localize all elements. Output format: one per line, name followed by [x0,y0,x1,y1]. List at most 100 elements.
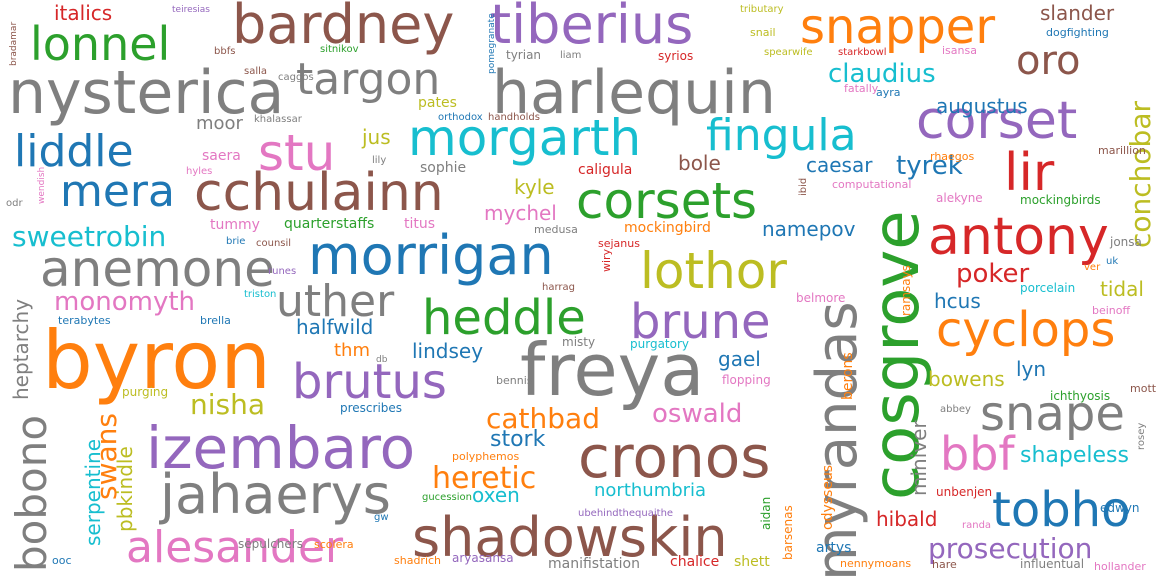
word: porcelain [1020,281,1075,295]
word: caggos [278,72,314,83]
word: bobono [7,415,56,572]
word: oswald [652,399,742,429]
word: sweetrobin [12,220,166,253]
word: thm [334,340,370,361]
word: ubehindthequaithe [578,508,673,519]
word: berons [840,352,856,400]
word: orthodox [438,112,483,123]
word: swans [90,413,123,500]
word: lily [372,155,386,166]
word: artys [816,540,851,556]
word: sejanus [598,237,640,250]
word: stu [258,124,335,182]
word: northumbria [594,480,706,501]
word: teiresias [172,5,210,15]
word: pomegranate [487,13,497,74]
word: mera [60,166,175,217]
word: caesar [806,153,873,177]
word: lir [1004,143,1055,203]
word: miniver [907,420,931,496]
word: tyrian [506,48,541,62]
word: pbkindle [113,446,137,532]
word: oxen [472,483,520,507]
word: antony [928,207,1109,267]
word: lonnel [30,17,170,71]
word: bole [678,151,721,175]
word: hyles [186,166,212,177]
word: snapper [800,0,995,55]
word: gucession [422,492,472,503]
word: isansa [942,44,977,57]
word: lothor [640,242,787,300]
word: nysterica [8,58,284,128]
word: handholds [488,112,540,123]
word: sitnikov [320,44,359,55]
word: misty [562,335,595,349]
word: bardney [232,0,454,56]
word: starkbowl [838,47,887,58]
word: cronos [578,423,770,491]
word: morrigan [308,224,554,287]
word: saera [202,148,241,164]
word: uther [276,276,395,327]
word: heddle [422,290,586,346]
word: ooc [52,554,72,567]
word: tidal [1100,277,1144,301]
word: augustus [936,94,1028,118]
word: runes [268,266,296,277]
word: moor [196,113,244,134]
word: monomyth [54,287,195,317]
word: corsets [576,172,757,230]
word: serpentine [81,439,105,546]
word: harlequin [492,58,776,128]
word: pates [418,95,457,111]
word: sepulchers [238,537,303,551]
word: marillion [1098,144,1146,157]
word: bbfs [214,46,235,57]
word: prosecution [928,532,1092,565]
word: unbenjen [936,485,992,499]
word: brella [200,314,231,327]
word: conchobar [1124,101,1157,248]
word: jonsa [1109,235,1142,249]
word: scolera [314,538,354,551]
word: mockingbirds [1020,193,1101,207]
word: mott [1130,382,1157,395]
word: uk [1106,256,1118,267]
word: heptarchy [9,299,33,400]
word: cchulainn [194,163,444,223]
word: sophie [420,160,466,176]
word: gael [718,347,761,371]
word: computational [832,178,911,191]
word: bradamar [9,22,19,66]
word: shett [734,554,770,570]
word: kyle [514,175,555,199]
word: tyrek [896,151,963,181]
word: purging [122,385,168,399]
word: titus [404,216,435,232]
word: cathbad [486,402,600,435]
word: wendish [37,167,47,204]
word: bowens [928,367,1005,391]
word: ayra [876,86,901,99]
word: snape [980,386,1125,442]
word: halfwild [296,315,373,339]
word: harrag [542,282,575,293]
word: corset [916,91,1077,151]
word: lindsey [412,339,483,363]
word: brie [226,236,245,247]
word: randa [962,520,991,531]
word: bbf [940,427,1016,481]
word: nisha [190,388,265,421]
word: manifistation [548,556,640,572]
word: shapeless [1020,443,1129,468]
word: barsenas [781,505,795,560]
word: khalassar [254,114,303,125]
word: influentual [1020,557,1084,571]
word: poker [956,259,1030,289]
word: namepov [762,217,856,241]
word: counsil [256,238,291,249]
word: shadrich [394,554,441,567]
